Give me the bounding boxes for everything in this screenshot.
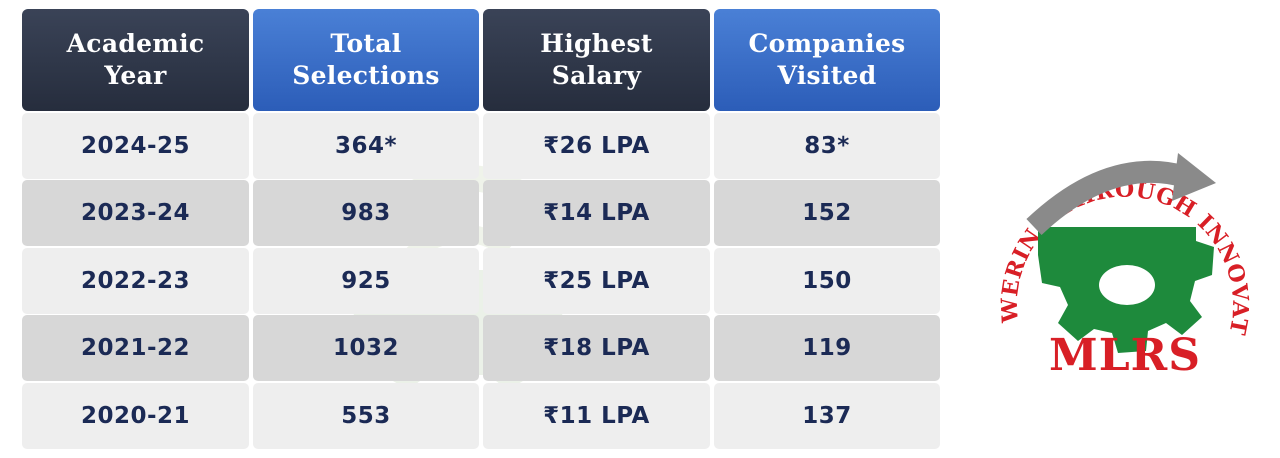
placement-stats-table: Academic Year Total Selections Highest S…: [22, 9, 940, 449]
header-academic-year: Academic Year: [22, 9, 249, 111]
cell-year: 2024-25: [22, 112, 249, 179]
cell-companies: 119: [714, 315, 940, 381]
header-highest-salary: Highest Salary: [483, 9, 710, 111]
cell-selections: 983: [253, 180, 479, 246]
gear-icon: [1038, 227, 1214, 353]
cell-companies: 83*: [714, 112, 940, 179]
cell-year: 2021-22: [22, 315, 249, 381]
header-companies-visited: Companies Visited: [714, 9, 940, 111]
cell-year: 2022-23: [22, 247, 249, 314]
cell-salary: ₹18 LPA: [483, 315, 710, 381]
cell-selections: 553: [253, 382, 479, 449]
logo-name: MLRS: [1049, 330, 1201, 381]
cell-salary: ₹11 LPA: [483, 382, 710, 449]
mlrs-logo: EMPOWERING THROUGH INNOVATIONS: [990, 115, 1253, 353]
cell-salary: ₹26 LPA: [483, 112, 710, 179]
header-total-selections: Total Selections: [253, 9, 479, 111]
cell-year: 2020-21: [22, 382, 249, 449]
cell-salary: ₹14 LPA: [483, 180, 710, 246]
cell-selections: 364*: [253, 112, 479, 179]
cell-companies: 152: [714, 180, 940, 246]
cell-selections: 1032: [253, 315, 479, 381]
arrow-icon: [1026, 153, 1216, 236]
cell-companies: 150: [714, 247, 940, 314]
cell-selections: 925: [253, 247, 479, 314]
cell-salary: ₹25 LPA: [483, 247, 710, 314]
cell-companies: 137: [714, 382, 940, 449]
cell-year: 2023-24: [22, 180, 249, 246]
